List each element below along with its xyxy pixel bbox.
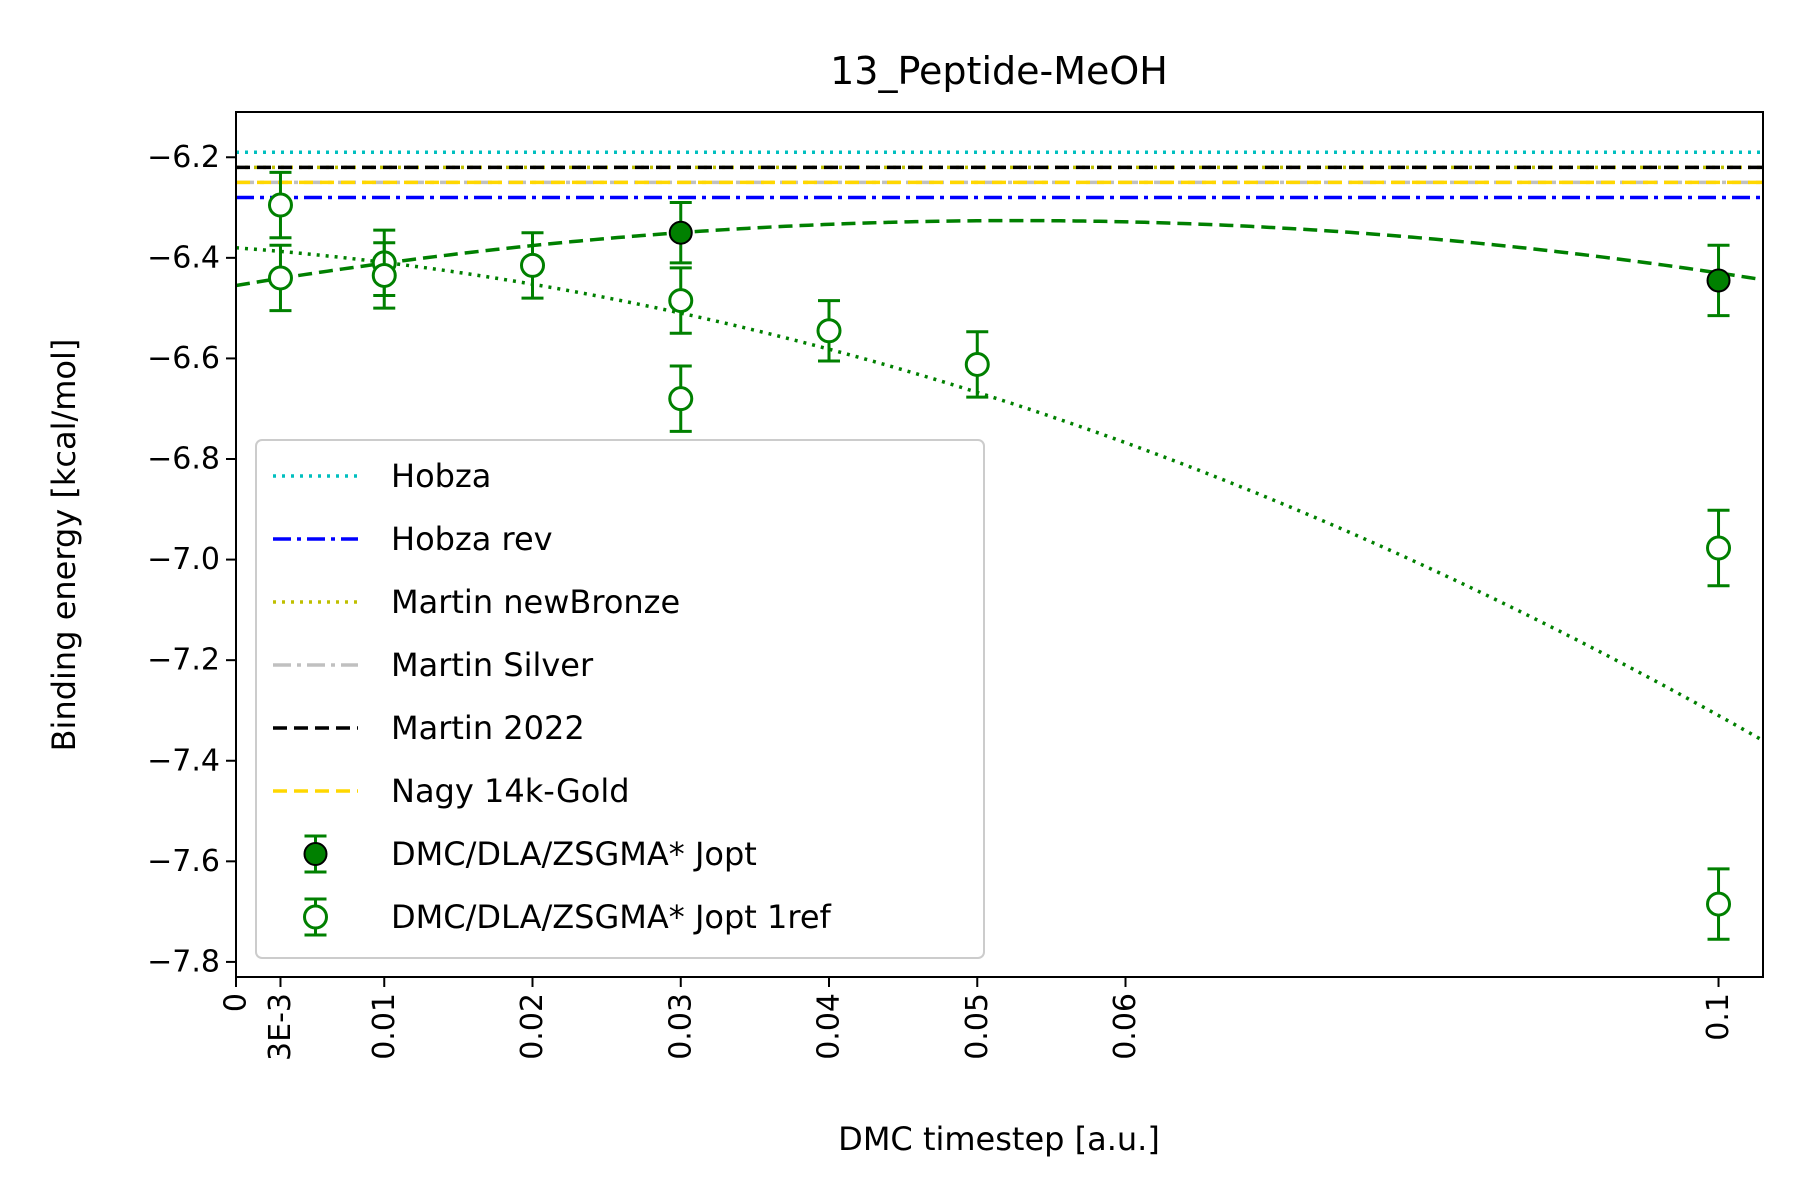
x-axis-ticks: 0 3E-3 0.01 0.02 0.03 0.04 0.05 0.06 0.1 — [219, 977, 1736, 1061]
y-tick-label: −6.2 — [147, 140, 220, 175]
plot-content — [236, 150, 1763, 941]
marker-dmc-dla-zsgma-jopt-1ref — [1706, 508, 1732, 588]
y-tick-label: −7.4 — [147, 743, 220, 778]
marker-dmc-dla-zsgma-jopt-1ref — [668, 364, 694, 433]
x-tick-label: 0.04 — [812, 993, 847, 1060]
data-point — [303, 842, 328, 866]
data-point — [267, 265, 293, 291]
x-tick-label: 0.06 — [1108, 993, 1143, 1060]
data-point — [303, 904, 328, 930]
legend: Hobza Hobza rev Martin newBronze Martin Sil… — [255, 439, 985, 959]
marker-dmc-dla-zsgma-jopt-1ref — [520, 231, 546, 300]
data-point — [1706, 535, 1732, 561]
x-tick-label: 0.02 — [515, 993, 550, 1060]
x-axis-label: DMC timestep [a.u.] — [838, 1120, 1160, 1158]
data-point — [668, 220, 693, 245]
legend-swatch — [303, 897, 328, 937]
marker-dmc-dla-zsgma-jopt-1ref — [816, 299, 842, 363]
legend-item-dmc-dla-zsgma-jopt: DMC/DLA/ZSGMA* Jopt — [303, 834, 757, 874]
y-tick-label: −7.2 — [147, 643, 220, 678]
legend-item-nagy-14k-gold: Nagy 14k-Gold — [273, 772, 630, 810]
x-tick-label: 0.03 — [663, 993, 698, 1060]
legend-item-hobza: Hobza — [273, 457, 491, 495]
y-axis-ticks: −6.2 −6.4 −6.6 −6.8 −7.0 −7.2 −7.4 −7.6 −7.8 — [147, 140, 236, 979]
data-point — [1706, 268, 1731, 293]
reference-lines — [236, 150, 1763, 200]
marker-dmc-dla-zsgma-jopt-1ref — [267, 170, 293, 240]
marker-dmc-dla-zsgma-jopt-1ref — [668, 266, 694, 335]
legend-label: Martin 2022 — [391, 709, 585, 747]
x-tick-label: 0.05 — [960, 993, 995, 1060]
legend-label: Hobza — [391, 457, 491, 495]
y-axis-label: Binding energy [kcal/mol] — [45, 339, 83, 752]
data-point — [668, 288, 694, 314]
data-point — [668, 386, 694, 412]
marker-dmc-dla-zsgma-jopt-1ref — [964, 330, 990, 399]
legend-label: DMC/DLA/ZSGMA* Jopt — [391, 835, 757, 873]
marker-dmc-dla-zsgma-jopt-1ref — [267, 243, 293, 313]
data-markers — [267, 170, 1732, 941]
legend-item-martin-2022: Martin 2022 — [273, 709, 585, 747]
chart-title: 13_Peptide-MeOH — [830, 49, 1168, 93]
fit-curves — [236, 218, 1763, 743]
legend-label: Martin Silver — [391, 646, 594, 684]
x-tick-label: 0 — [219, 993, 254, 1012]
legend-box — [255, 439, 985, 959]
legend-label: Hobza rev — [391, 520, 553, 558]
legend-item-martin-silver: Martin Silver — [273, 646, 594, 684]
y-tick-label: −7.8 — [147, 944, 220, 979]
x-tick-label: 0.01 — [367, 993, 402, 1060]
plot-frame — [235, 111, 1764, 978]
legend-item-dmc-dla-zsgma-jopt-1ref: DMC/DLA/ZSGMA* Jopt 1ref — [303, 897, 832, 937]
data-point — [371, 262, 397, 288]
y-tick-label: −6.8 — [147, 442, 220, 477]
legend-item-martin-newbronze: Martin newBronze — [273, 583, 680, 621]
data-point — [816, 318, 842, 344]
y-tick-label: −6.6 — [147, 341, 220, 376]
marker-dmc-dla-zsgma-jopt — [668, 201, 693, 265]
legend-item-hobza-rev: Hobza rev — [273, 520, 553, 558]
fit-curve-dmc-dla-zsgma-jopt — [236, 218, 1763, 288]
marker-dmc-dla-zsgma-jopt-1ref — [1706, 867, 1732, 941]
legend-swatch — [303, 834, 328, 874]
y-tick-label: −7.6 — [147, 844, 220, 879]
marker-dmc-dla-zsgma-jopt-1ref — [371, 241, 397, 310]
marker-dmc-dla-zsgma-jopt — [1706, 243, 1731, 318]
y-tick-label: −7.0 — [147, 542, 220, 577]
legend-label: Martin newBronze — [391, 583, 680, 621]
y-tick-label: −6.4 — [147, 240, 220, 275]
x-tick-label: 0.1 — [1701, 993, 1736, 1041]
data-point — [1706, 891, 1732, 917]
data-point — [964, 351, 990, 377]
data-point — [267, 192, 293, 218]
legend-label: Nagy 14k-Gold — [391, 772, 630, 810]
data-point — [520, 252, 546, 278]
x-tick-label: 3E-3 — [263, 993, 298, 1061]
legend-label: DMC/DLA/ZSGMA* Jopt 1ref — [391, 898, 832, 936]
